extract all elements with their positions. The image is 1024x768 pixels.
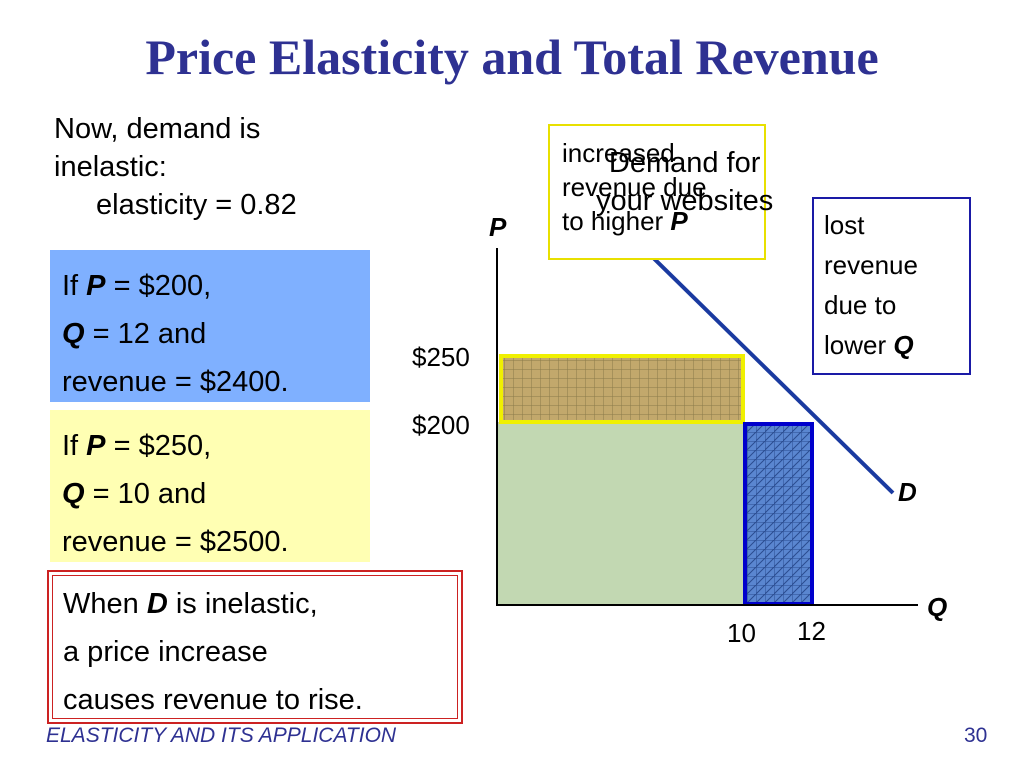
callout-lost-line-1: lost (824, 210, 865, 240)
demand-title-line-1: Demand for (608, 147, 761, 179)
intro-line-2: inelastic: (54, 151, 167, 183)
case-a-line-2: Q = 12 and (62, 318, 207, 350)
case-b-line-1: If P = $250, (62, 430, 212, 462)
conclusion-line-3: causes revenue to rise. (63, 684, 363, 716)
case-box-p200: If P = $200, Q = 12 and revenue = $2400. (50, 250, 370, 402)
conclusion-line-2: a price increase (63, 636, 268, 668)
footer-chapter: ELASTICITY AND ITS APPLICATION (46, 724, 397, 747)
intro-line-1: Now, demand is (54, 113, 261, 145)
intro-text: Now, demand is inelastic: elasticity = 0… (54, 110, 297, 224)
callout-up-line-1: increased (562, 138, 675, 168)
base-revenue-area (498, 422, 744, 605)
quantity-axis-label: Q (927, 592, 947, 622)
demand-title: Demand for your websites (596, 144, 773, 220)
demand-title-line-2: your websites (596, 185, 774, 217)
lost-revenue-area (743, 422, 814, 606)
conclusion-line-1: When D is inelastic, (63, 588, 318, 620)
page-number: 30 (964, 724, 988, 747)
case-b-line-3: revenue = $2500. (62, 526, 289, 558)
case-a-line-1: If P = $200, (62, 270, 212, 302)
elasticity-value: elasticity = 0.82 (96, 189, 297, 221)
lost-revenue-callout: lost revenue due to lower Q (812, 197, 971, 375)
callout-lost-line-2: revenue (824, 250, 918, 280)
price-tick-200: $200 (412, 410, 470, 440)
case-b-line-2: Q = 10 and (62, 478, 207, 510)
conclusion-box: When D is inelastic, a price increase ca… (47, 570, 463, 724)
gained-revenue-area (499, 354, 745, 424)
demand-curve-label: D (898, 477, 917, 507)
slide-title: Price Elasticity and Total Revenue (145, 29, 879, 85)
case-a-line-3: revenue = $2400. (62, 366, 289, 398)
price-axis-label: P (489, 212, 507, 242)
increased-revenue-callout: increased revenue due to higher P (548, 124, 766, 260)
callout-lost-line-3: due to (824, 290, 897, 320)
callout-up-line-2: revenue due (562, 172, 707, 202)
case-box-p250: If P = $250, Q = 10 and revenue = $2500. (50, 410, 370, 562)
quantity-tick-12: 12 (797, 616, 826, 646)
price-tick-250: $250 (412, 342, 470, 372)
callout-up-line-3: to higher P (562, 206, 688, 236)
quantity-tick-10: 10 (727, 618, 756, 648)
callout-lost-line-4: lower Q (824, 330, 914, 360)
